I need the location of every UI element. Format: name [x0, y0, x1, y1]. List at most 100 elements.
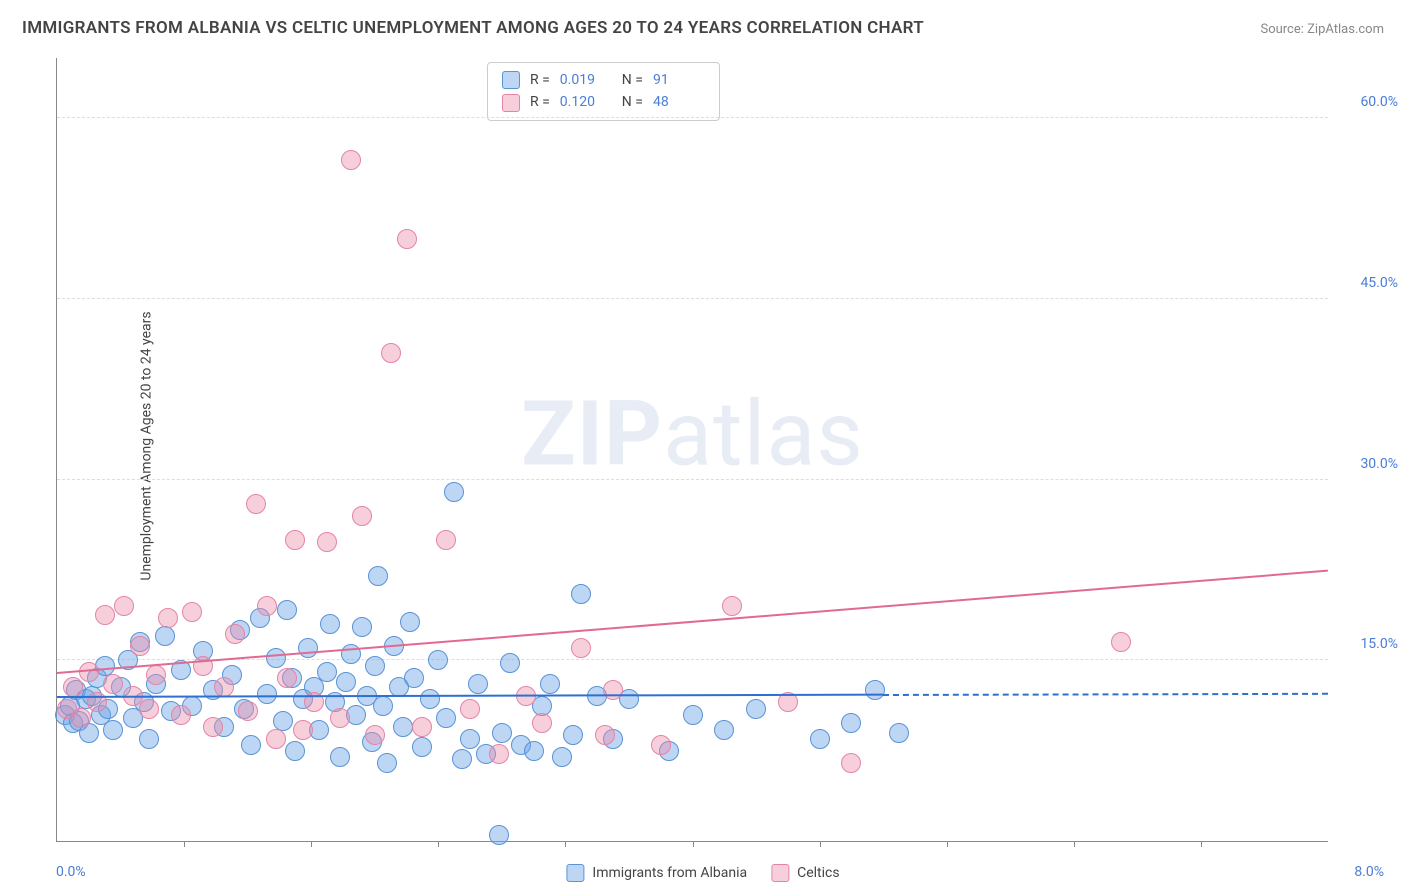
- data-point-celtics: [412, 717, 432, 737]
- data-point-celtics: [146, 665, 166, 685]
- data-point-albania: [330, 747, 350, 767]
- data-point-celtics: [103, 674, 123, 694]
- data-point-albania: [257, 684, 277, 704]
- data-point-celtics: [114, 596, 134, 616]
- data-point-albania: [373, 696, 393, 716]
- x-axis-min-label: 0.0%: [56, 864, 86, 880]
- data-point-celtics: [158, 608, 178, 628]
- data-point-celtics: [130, 636, 150, 656]
- chart-title: IMMIGRANTS FROM ALBANIA VS CELTIC UNEMPL…: [22, 18, 924, 38]
- data-point-albania: [889, 723, 909, 743]
- data-point-albania: [500, 653, 520, 673]
- gridline: [57, 479, 1328, 480]
- data-point-celtics: [722, 596, 742, 616]
- data-point-celtics: [460, 699, 480, 719]
- data-point-albania: [865, 680, 885, 700]
- data-point-celtics: [841, 753, 861, 773]
- data-point-celtics: [246, 494, 266, 514]
- data-point-albania: [277, 600, 297, 620]
- data-point-celtics: [203, 717, 223, 737]
- data-point-celtics: [436, 530, 456, 550]
- gridline: [57, 117, 1328, 118]
- source-attribution: Source: ZipAtlas.com: [1260, 22, 1384, 37]
- y-tick-label: 45.0%: [1338, 275, 1398, 291]
- y-tick-label: 15.0%: [1338, 636, 1398, 652]
- data-point-albania: [571, 584, 591, 604]
- data-point-celtics: [257, 596, 277, 616]
- data-point-celtics: [171, 705, 191, 725]
- data-point-celtics: [79, 662, 99, 682]
- data-point-albania: [336, 672, 356, 692]
- x-tick: [184, 841, 185, 847]
- gridline: [57, 298, 1328, 299]
- data-point-celtics: [352, 506, 372, 526]
- legend-row-albania: R = 0.019 N = 91: [502, 69, 705, 91]
- x-tick: [1074, 841, 1075, 847]
- data-point-celtics: [63, 677, 83, 697]
- data-point-albania: [683, 705, 703, 725]
- data-point-celtics: [330, 708, 350, 728]
- data-point-albania: [524, 741, 544, 761]
- data-point-celtics: [595, 725, 615, 745]
- data-point-celtics: [651, 735, 671, 755]
- x-axis-max-label: 8.0%: [1354, 864, 1384, 880]
- data-point-albania: [552, 747, 572, 767]
- data-point-albania: [273, 711, 293, 731]
- swatch-albania-small: [566, 864, 584, 882]
- data-point-celtics: [71, 708, 91, 728]
- gridline: [57, 659, 1328, 660]
- x-tick: [565, 841, 566, 847]
- data-point-celtics: [365, 725, 385, 745]
- data-point-albania: [460, 729, 480, 749]
- data-point-celtics: [266, 729, 286, 749]
- data-point-celtics: [341, 150, 361, 170]
- data-point-albania: [400, 612, 420, 632]
- legend-item-celtics: Celtics: [771, 864, 839, 882]
- data-point-celtics: [285, 530, 305, 550]
- data-point-albania: [563, 725, 583, 745]
- data-point-celtics: [225, 624, 245, 644]
- x-tick: [1201, 841, 1202, 847]
- data-point-albania: [492, 723, 512, 743]
- y-tick-label: 30.0%: [1338, 456, 1398, 472]
- data-point-albania: [352, 617, 372, 637]
- data-point-albania: [746, 699, 766, 719]
- swatch-celtics-small: [771, 864, 789, 882]
- data-point-albania: [468, 674, 488, 694]
- data-point-celtics: [95, 605, 115, 625]
- data-point-albania: [139, 729, 159, 749]
- data-point-albania: [266, 648, 286, 668]
- data-point-albania: [810, 729, 830, 749]
- x-tick: [693, 841, 694, 847]
- data-point-albania: [489, 825, 509, 845]
- data-point-celtics: [317, 532, 337, 552]
- data-point-albania: [444, 482, 464, 502]
- data-point-albania: [155, 626, 175, 646]
- data-point-albania: [285, 741, 305, 761]
- data-point-albania: [320, 614, 340, 634]
- data-point-albania: [317, 662, 337, 682]
- data-point-celtics: [214, 677, 234, 697]
- data-point-celtics: [603, 680, 623, 700]
- data-point-celtics: [381, 343, 401, 363]
- data-point-celtics: [571, 638, 591, 658]
- correlation-legend: R = 0.019 N = 91 R = 0.120 N = 48: [487, 62, 720, 121]
- data-point-albania: [714, 720, 734, 740]
- data-point-albania: [377, 753, 397, 773]
- x-tick: [947, 841, 948, 847]
- data-point-albania: [420, 689, 440, 709]
- swatch-albania: [502, 71, 520, 89]
- x-tick: [820, 841, 821, 847]
- data-point-albania: [241, 735, 261, 755]
- data-point-celtics: [397, 229, 417, 249]
- swatch-celtics: [502, 94, 520, 112]
- plot-area: ZIPatlas R = 0.019 N = 91 R = 0.120 N = …: [56, 58, 1328, 842]
- data-point-albania: [368, 566, 388, 586]
- data-point-albania: [841, 713, 861, 733]
- x-tick: [438, 841, 439, 847]
- x-tick: [311, 841, 312, 847]
- data-point-albania: [452, 749, 472, 769]
- data-point-albania: [540, 674, 560, 694]
- y-tick-label: 60.0%: [1338, 94, 1398, 110]
- legend-item-albania: Immigrants from Albania: [566, 864, 747, 882]
